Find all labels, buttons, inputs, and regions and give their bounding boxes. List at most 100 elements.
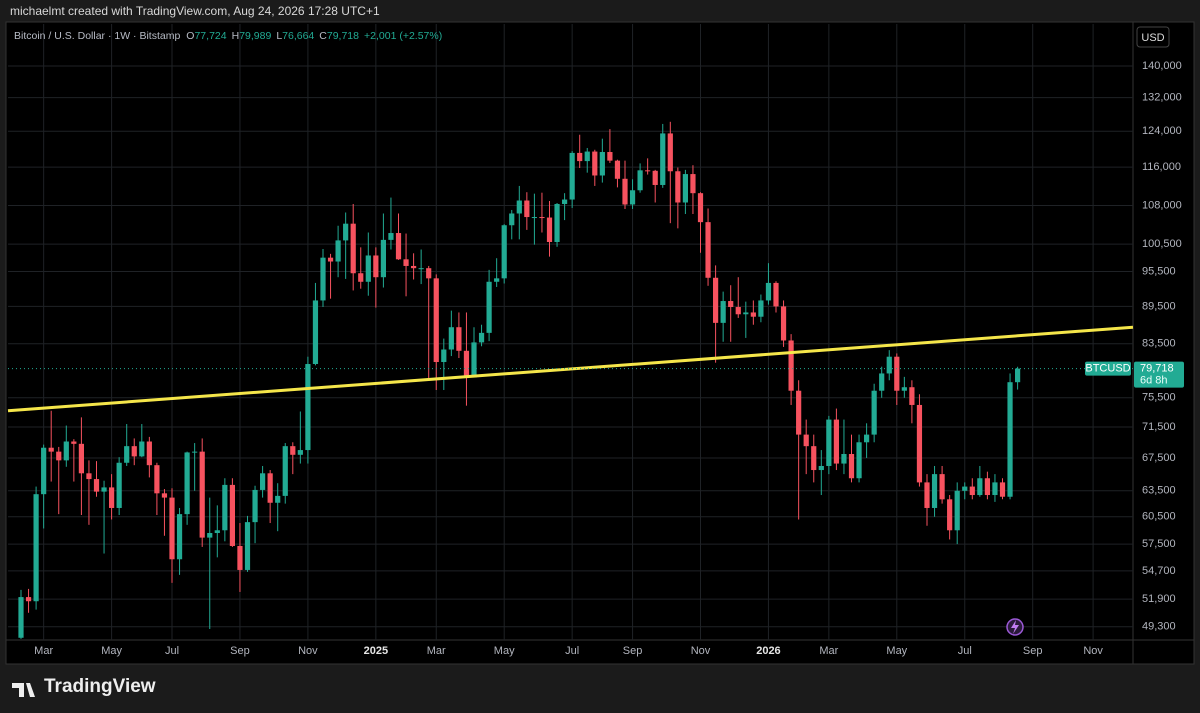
logo-mark bbox=[12, 683, 35, 697]
candle-body bbox=[124, 446, 130, 463]
candle-body bbox=[237, 545, 243, 570]
candle-body bbox=[33, 494, 39, 602]
candle-body bbox=[562, 199, 568, 204]
candle-body bbox=[833, 419, 839, 464]
candle-body bbox=[78, 443, 84, 474]
candle-body bbox=[962, 486, 968, 491]
candle-body bbox=[1015, 368, 1021, 383]
field-key: C bbox=[319, 30, 327, 42]
candle-body bbox=[184, 452, 190, 515]
candle-body bbox=[169, 497, 175, 560]
candle-body bbox=[71, 441, 77, 444]
candle-body bbox=[999, 482, 1006, 497]
candle-body bbox=[63, 441, 69, 461]
candle-body bbox=[811, 446, 817, 471]
candle-body bbox=[395, 233, 402, 260]
candle-body bbox=[577, 152, 583, 162]
candle-body bbox=[101, 487, 107, 492]
candle-body bbox=[607, 152, 613, 161]
candle-body bbox=[373, 255, 379, 278]
candle-body bbox=[645, 170, 651, 172]
candle-body bbox=[214, 530, 220, 534]
candle-body bbox=[426, 268, 432, 279]
candle-body bbox=[433, 278, 439, 363]
y-tick-label: 51,900 bbox=[1142, 593, 1176, 605]
candle-body bbox=[478, 332, 485, 343]
candle-body bbox=[848, 454, 855, 479]
x-tick-label: 2025 bbox=[364, 645, 388, 657]
candle-body bbox=[25, 597, 32, 602]
marks bbox=[18, 121, 1021, 639]
countdown: 6d 8h bbox=[1140, 374, 1168, 386]
candle-body bbox=[637, 170, 643, 191]
currency[interactable]: USD bbox=[1141, 32, 1164, 44]
candle-body bbox=[297, 450, 303, 455]
x-tick-label: Sep bbox=[1023, 645, 1043, 657]
y-tick-label: 95,500 bbox=[1142, 265, 1176, 277]
candle-body bbox=[509, 213, 515, 226]
candle-body bbox=[222, 484, 228, 531]
y-tick-label: 67,500 bbox=[1142, 452, 1176, 464]
candle-body bbox=[154, 465, 160, 494]
candle-body bbox=[909, 387, 915, 405]
y-tick-label: 140,000 bbox=[1142, 60, 1182, 72]
candle-body bbox=[139, 441, 145, 457]
candle-body bbox=[901, 387, 907, 391]
candle-body bbox=[56, 451, 62, 461]
candle-body bbox=[486, 281, 492, 333]
candle-body bbox=[388, 233, 394, 240]
candle-body bbox=[864, 434, 870, 443]
candle-body bbox=[131, 446, 137, 457]
y-tick-label: 89,500 bbox=[1142, 300, 1176, 312]
candle-body bbox=[841, 454, 847, 464]
candle-body bbox=[705, 222, 711, 278]
candle-body bbox=[947, 499, 953, 531]
candle-body bbox=[622, 178, 628, 205]
candle-body bbox=[773, 282, 779, 307]
overlay: 49,300 51,900 54,700 57,500 60,500 63,500 67,5… bbox=[7, 60, 1184, 657]
candle-body bbox=[879, 373, 885, 391]
candle-body bbox=[599, 152, 605, 176]
candle-body bbox=[146, 441, 152, 466]
field-key: H bbox=[231, 30, 240, 42]
candle-body bbox=[207, 533, 213, 538]
candle-body bbox=[18, 597, 24, 638]
candle-body bbox=[441, 349, 447, 363]
candle-body bbox=[818, 465, 824, 471]
symbol-header: Bitcoin / U.S. Dollar · 1W · Bitstamp O77… bbox=[14, 30, 447, 42]
candle-body bbox=[750, 312, 756, 317]
x-tick-label: Jul bbox=[565, 645, 579, 657]
alert-bolt bbox=[1011, 620, 1019, 634]
y-tick-label: 116,000 bbox=[1142, 161, 1181, 173]
candle-body bbox=[524, 200, 530, 218]
y-tick-label: 132,000 bbox=[1142, 92, 1182, 104]
x-tick-label: May bbox=[886, 645, 907, 657]
candle-body bbox=[335, 240, 341, 262]
symbol-tag-label: BTCUSD bbox=[1085, 362, 1130, 374]
candle-body bbox=[977, 478, 983, 496]
candle-body bbox=[41, 447, 47, 495]
candle-body bbox=[916, 404, 923, 483]
candle-body bbox=[93, 479, 100, 492]
change: +2,001 (+2.57%) bbox=[364, 30, 443, 42]
candle-body bbox=[312, 300, 319, 365]
x-tick-label: Sep bbox=[623, 645, 643, 657]
candle-body bbox=[380, 239, 386, 278]
field-value: 76,664 bbox=[282, 30, 315, 42]
y-tick-label: 100,500 bbox=[1142, 238, 1182, 250]
candle-body bbox=[924, 482, 930, 508]
currency-button[interactable] bbox=[1136, 26, 1170, 48]
candle-body bbox=[290, 446, 296, 455]
candle-body bbox=[803, 434, 809, 447]
candle-body bbox=[652, 170, 658, 185]
field-value: 79,718 bbox=[326, 30, 359, 42]
candle-body bbox=[569, 152, 575, 200]
candle-body bbox=[176, 514, 183, 560]
candle-body bbox=[539, 217, 545, 219]
x-tick-label: May bbox=[101, 645, 122, 657]
field-key: O bbox=[186, 30, 195, 42]
candle-body bbox=[720, 301, 726, 323]
symbol: Bitcoin / U.S. Dollar · 1W · Bitstamp bbox=[14, 30, 181, 42]
